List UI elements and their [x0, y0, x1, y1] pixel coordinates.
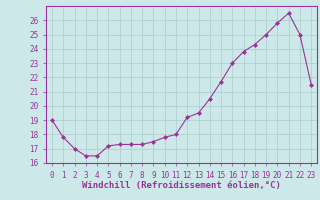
X-axis label: Windchill (Refroidissement éolien,°C): Windchill (Refroidissement éolien,°C) — [82, 181, 281, 190]
